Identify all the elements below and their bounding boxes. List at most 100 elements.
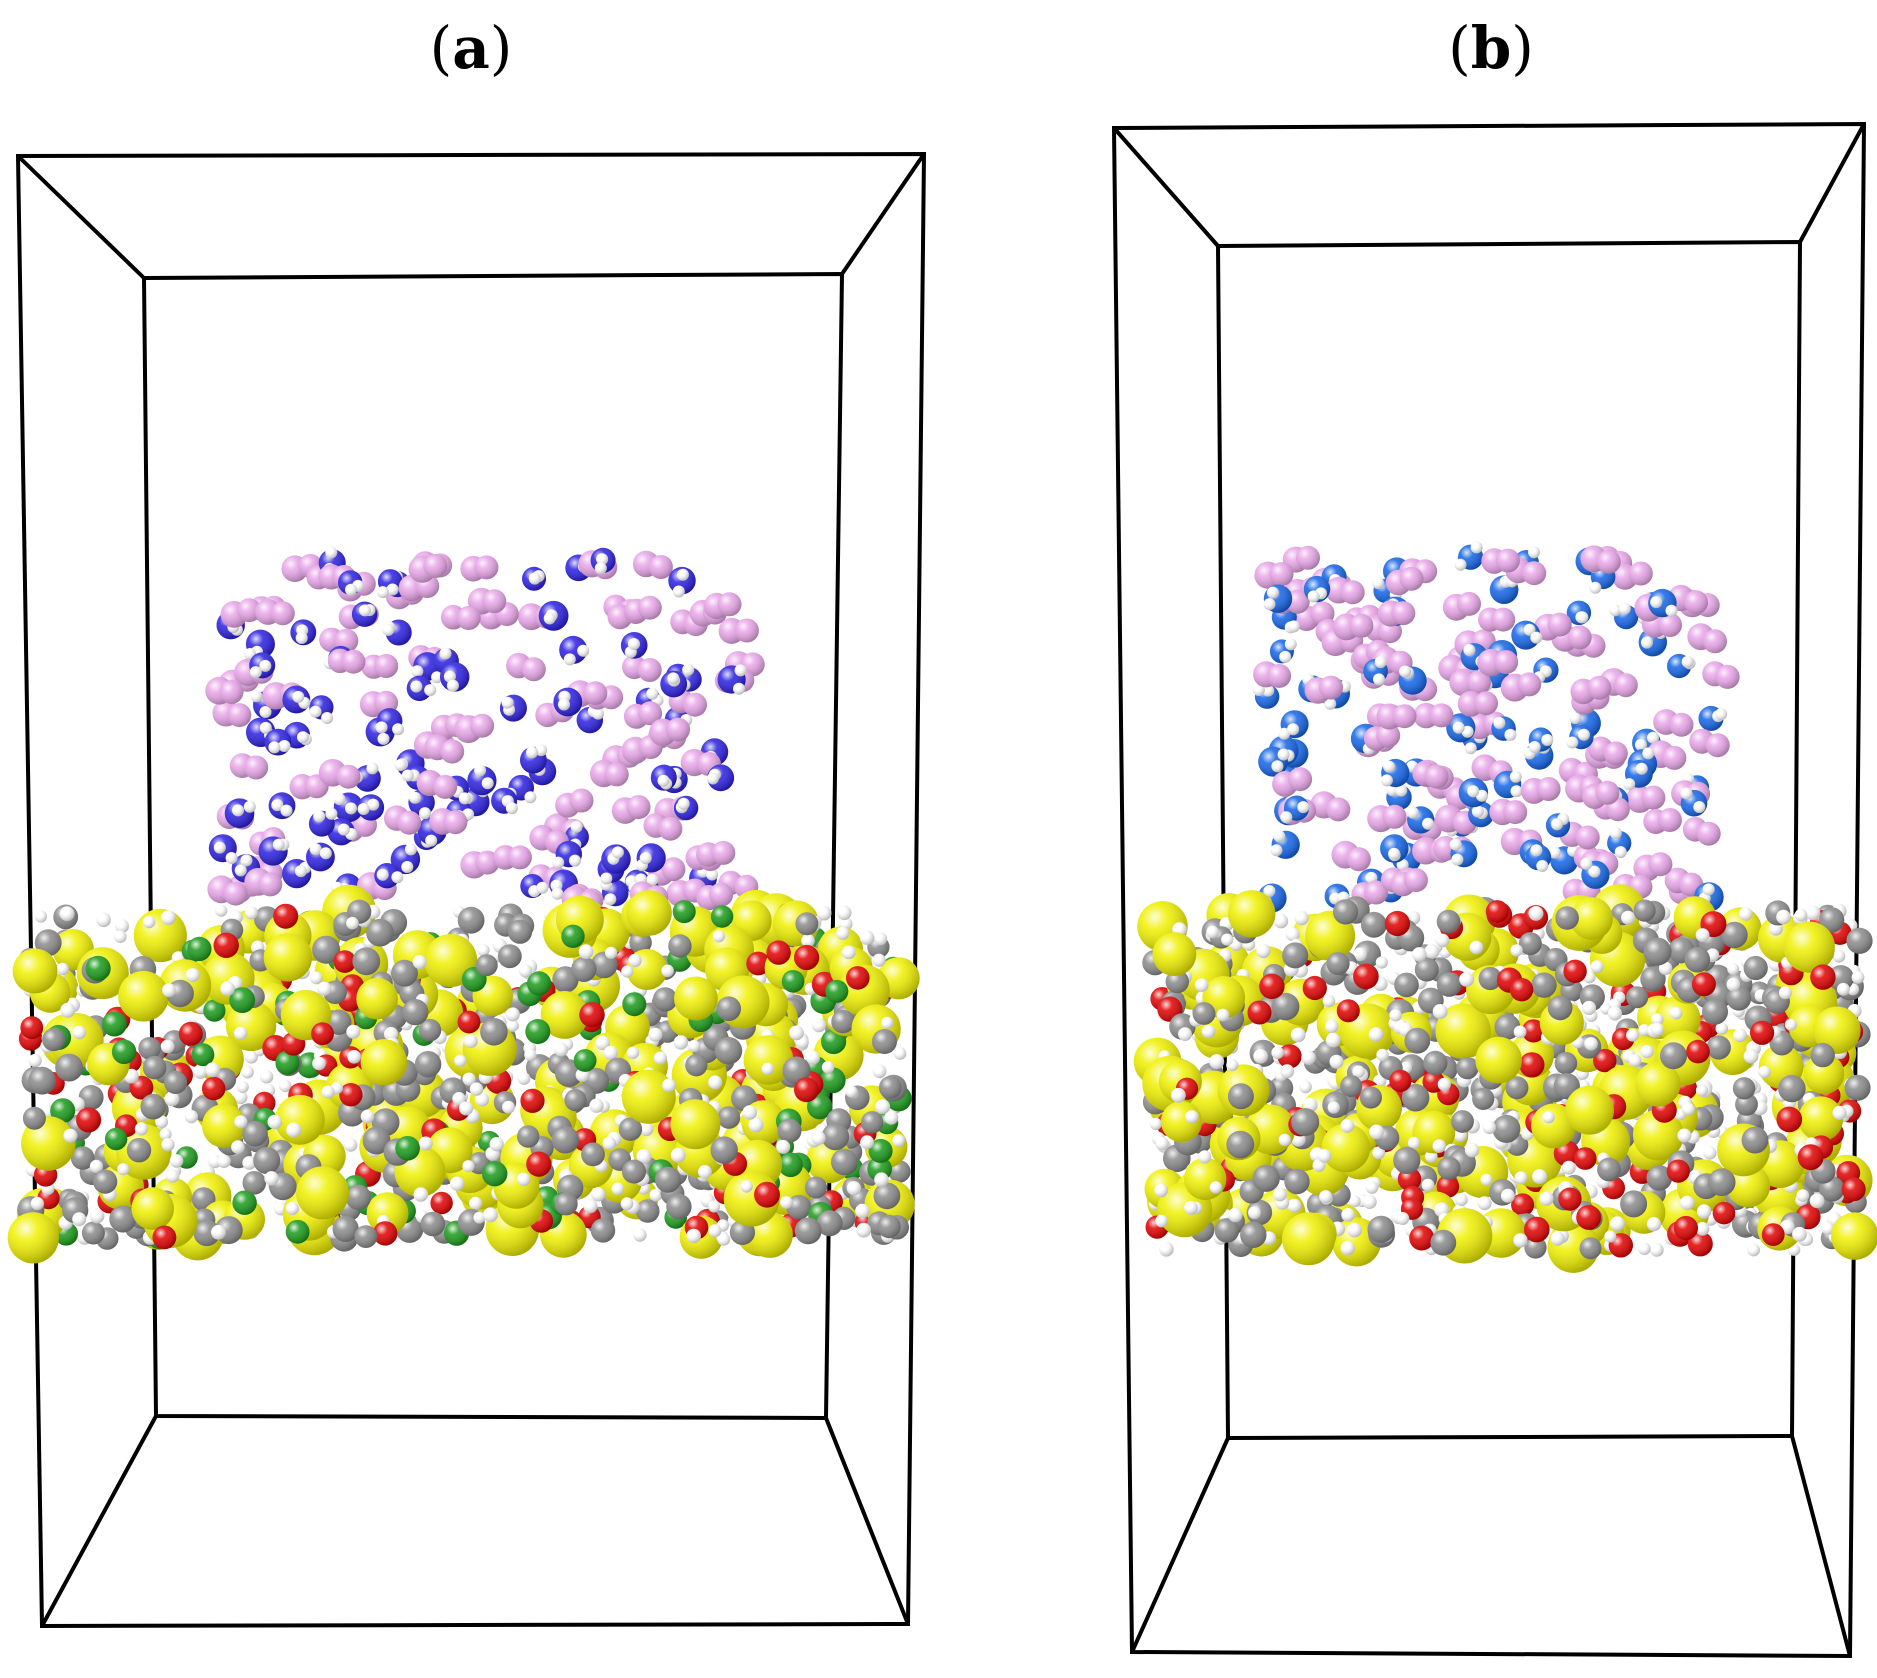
atom-shading <box>716 996 741 1021</box>
atom-shading <box>325 546 338 559</box>
atom-shading <box>220 981 235 996</box>
atom-shading <box>227 703 252 728</box>
atom-shading <box>1684 590 1709 615</box>
atom-shading <box>377 732 390 745</box>
atom-shading <box>1493 716 1506 729</box>
atom-shading <box>1635 762 1648 775</box>
atom-shading <box>109 1205 137 1233</box>
atom-shading <box>670 1099 721 1150</box>
atom-shading <box>456 606 481 630</box>
atom-shading <box>672 585 685 598</box>
atom-shading <box>401 861 414 873</box>
atom-shading <box>296 1166 349 1220</box>
atom-shading <box>104 1127 128 1151</box>
atom-shading <box>184 1110 198 1124</box>
atom-shading <box>682 663 695 676</box>
atom-shading <box>1693 801 1706 813</box>
atom-shading <box>558 698 570 711</box>
atom-shading <box>325 807 338 820</box>
atom-shading <box>1495 548 1520 573</box>
atom-shading <box>528 572 541 585</box>
atom-shading <box>861 1111 884 1134</box>
atom-shading <box>497 944 522 969</box>
atom-shading <box>259 706 272 718</box>
atom-shading <box>312 935 341 964</box>
atom-shading <box>742 1105 757 1120</box>
atom-shading <box>1449 838 1462 851</box>
atom-shading <box>433 774 458 799</box>
atom-shading <box>1279 650 1292 663</box>
atom-shading <box>1263 598 1276 611</box>
atom-shading <box>1424 764 1449 789</box>
atom-shading <box>596 553 609 566</box>
atom-shading <box>805 1176 827 1199</box>
atom-shading <box>1406 806 1419 819</box>
atom-shading <box>161 910 176 926</box>
atom-shading <box>242 1120 268 1147</box>
atom-shading <box>410 680 423 693</box>
atom-shading <box>337 823 350 836</box>
atom-shading <box>846 966 870 990</box>
atom-shading <box>711 840 736 865</box>
atom-shading <box>658 816 683 841</box>
atom-shading <box>101 1011 127 1037</box>
atom-shading <box>1388 847 1401 860</box>
panel-b-label-open: ( <box>1448 14 1471 82</box>
atom-shading <box>1715 664 1740 689</box>
atom-shading <box>1273 913 1289 929</box>
panel-b-label: (b) <box>1391 14 1591 82</box>
atom-shading <box>138 1037 161 1060</box>
atom-shading <box>1253 1049 1268 1064</box>
atom-shading <box>42 1028 66 1052</box>
atom-shading <box>1703 1146 1717 1160</box>
atom-shading <box>595 1035 610 1051</box>
atom-shading <box>646 687 659 700</box>
atom-shading <box>591 1187 606 1202</box>
atom-shading <box>780 1196 793 1209</box>
atom-shading <box>554 1192 578 1216</box>
atom-shading <box>795 912 819 936</box>
atom-shading <box>1522 561 1547 586</box>
atom-shading <box>273 903 299 929</box>
atom-shading <box>1288 767 1313 792</box>
atom-shading <box>356 977 398 1020</box>
atom-shading <box>604 893 617 906</box>
atom-shading <box>831 1148 858 1176</box>
atom-shading <box>374 654 399 678</box>
atom-shading <box>191 1043 215 1067</box>
atom-shading <box>244 755 269 780</box>
atom-shading <box>439 647 452 660</box>
atom-shading <box>339 1083 363 1107</box>
atom-shading <box>845 1085 858 1098</box>
atom-shading <box>706 772 719 785</box>
atom-shading <box>1588 865 1601 878</box>
atom-shading <box>884 1110 899 1125</box>
atom-shading <box>520 1088 545 1113</box>
atom-shading <box>629 931 652 954</box>
atom-shading <box>142 915 156 929</box>
atom-shading <box>592 707 605 720</box>
atom-shading <box>636 1149 652 1164</box>
atom-shading <box>1662 745 1687 770</box>
atom-shading <box>860 1135 874 1150</box>
atom-shading <box>710 1136 738 1164</box>
atom-shading <box>309 843 322 856</box>
atom-shading <box>507 919 533 944</box>
atom-shading <box>1649 1243 1664 1257</box>
atom-shading <box>1474 691 1498 716</box>
atom-shading <box>1340 580 1365 605</box>
atom-shading <box>875 1099 891 1114</box>
atom-shading <box>717 592 742 617</box>
atom-shading <box>1399 665 1412 678</box>
atom-shading <box>1395 784 1408 797</box>
atom-shading <box>893 1047 907 1060</box>
atom-shading <box>1391 601 1416 626</box>
atom-shading <box>159 1128 172 1141</box>
atom-shading <box>333 950 357 973</box>
atom-shading <box>241 1065 254 1079</box>
atom-shading <box>309 971 323 985</box>
atom-shading <box>81 1221 105 1245</box>
atom-shading <box>234 1115 248 1129</box>
atom-shading <box>386 583 399 596</box>
atom-shading <box>524 791 537 804</box>
